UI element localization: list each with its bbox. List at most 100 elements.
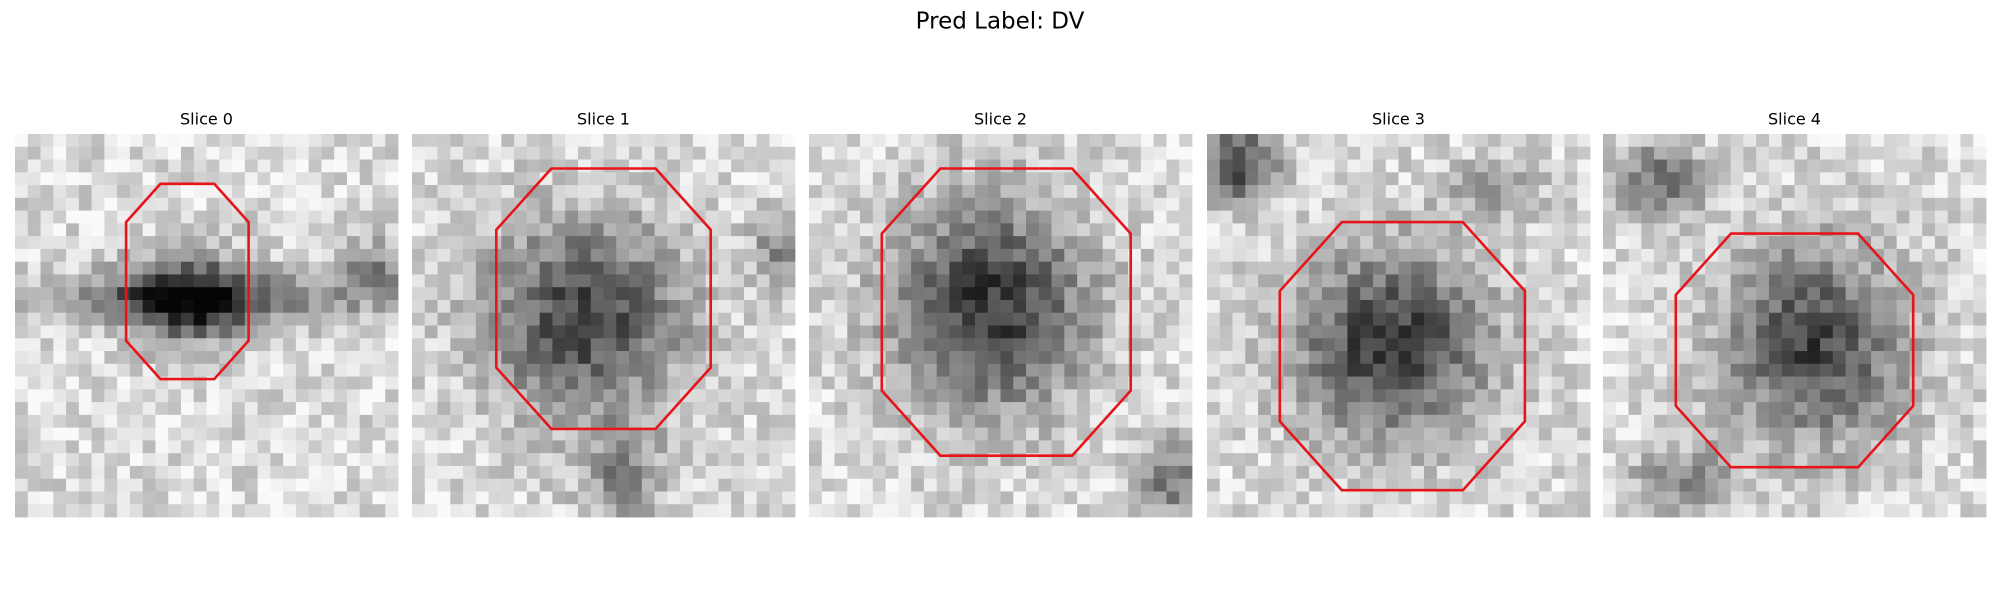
pixel — [526, 236, 541, 250]
pixel — [974, 504, 989, 518]
pixel — [1360, 414, 1374, 429]
pixel — [129, 325, 144, 339]
pixel — [1115, 338, 1129, 352]
pixel — [1372, 465, 1387, 480]
pixel — [1398, 376, 1412, 390]
pixel — [821, 478, 835, 492]
pixel — [1628, 185, 1642, 199]
pixel — [1462, 325, 1476, 339]
pixel — [821, 274, 835, 288]
pixel — [577, 210, 592, 224]
pixel — [437, 236, 451, 250]
pixel — [616, 414, 630, 429]
pixel — [1717, 376, 1732, 390]
pixel — [577, 363, 592, 377]
pixel — [1666, 478, 1680, 492]
pixel — [898, 223, 912, 237]
pixel — [1909, 491, 1923, 505]
pixel — [769, 504, 783, 518]
pixel — [667, 236, 681, 250]
pixel — [129, 402, 144, 416]
pixel — [1115, 478, 1129, 492]
pixel — [1858, 504, 1872, 518]
pixel — [1564, 223, 1578, 237]
pixel — [1858, 248, 1872, 263]
pixel — [1538, 197, 1553, 211]
pixel — [923, 210, 938, 224]
pixel — [206, 325, 220, 339]
pixel — [1934, 210, 1949, 224]
pixel — [1270, 440, 1284, 454]
pixel — [193, 287, 207, 301]
pixel — [1500, 325, 1514, 339]
pixel — [1679, 491, 1693, 505]
pixel — [1487, 185, 1502, 199]
pixel — [1013, 363, 1027, 377]
pixel — [1551, 427, 1565, 441]
pixel — [372, 504, 386, 518]
pixel — [756, 210, 770, 224]
pixel — [1270, 402, 1284, 416]
pixel — [1871, 287, 1885, 301]
pixel — [488, 453, 502, 467]
pixel — [1960, 376, 1974, 390]
pixel — [463, 261, 477, 275]
pixel — [526, 312, 541, 326]
pixel — [412, 453, 426, 467]
pixel — [283, 261, 297, 275]
pixel — [424, 465, 438, 480]
pixel — [1372, 389, 1387, 403]
pixel — [1153, 299, 1167, 314]
pixel — [769, 389, 783, 403]
pixel — [1462, 376, 1476, 390]
pixel — [1705, 223, 1719, 237]
pixel — [142, 414, 156, 429]
pixel — [1140, 427, 1155, 441]
pixel — [641, 210, 655, 224]
pixel — [1820, 338, 1834, 352]
pixel — [53, 440, 67, 454]
pixel — [590, 287, 604, 301]
pixel — [769, 427, 783, 441]
pixel — [616, 402, 630, 416]
pixel — [603, 440, 617, 454]
pixel — [1038, 185, 1052, 199]
pixel — [1207, 312, 1221, 326]
pixel — [565, 197, 579, 211]
pixel — [1179, 146, 1193, 160]
pixel — [1219, 351, 1233, 365]
pixel — [809, 248, 823, 263]
pixel — [987, 491, 1001, 505]
pixel — [1398, 453, 1412, 467]
pixel — [1013, 491, 1027, 505]
pixel — [705, 414, 719, 429]
pixel — [1115, 287, 1129, 301]
pixel — [321, 427, 335, 441]
pixel — [1232, 274, 1246, 288]
pixel — [539, 389, 553, 403]
pixel — [1321, 338, 1336, 352]
pixel — [219, 236, 233, 250]
pixel — [1372, 274, 1387, 288]
pixel — [1179, 197, 1193, 211]
pixel — [756, 236, 770, 250]
pixel — [860, 299, 874, 314]
pixel — [1219, 478, 1233, 492]
pixel — [1411, 299, 1425, 314]
pixel — [424, 287, 438, 301]
pixel — [1551, 453, 1565, 467]
pixel — [1603, 134, 1617, 148]
pixel — [1166, 351, 1180, 365]
pixel — [180, 440, 195, 454]
pixel — [321, 325, 335, 339]
pixel — [168, 236, 182, 250]
pixel — [1102, 325, 1116, 339]
pixel — [385, 414, 399, 429]
pixel — [860, 172, 874, 186]
pixel — [334, 236, 348, 250]
pixel — [244, 389, 258, 403]
pixel — [501, 491, 515, 505]
pixel — [1871, 351, 1885, 365]
pixel — [385, 427, 399, 441]
pixel — [1692, 351, 1706, 365]
